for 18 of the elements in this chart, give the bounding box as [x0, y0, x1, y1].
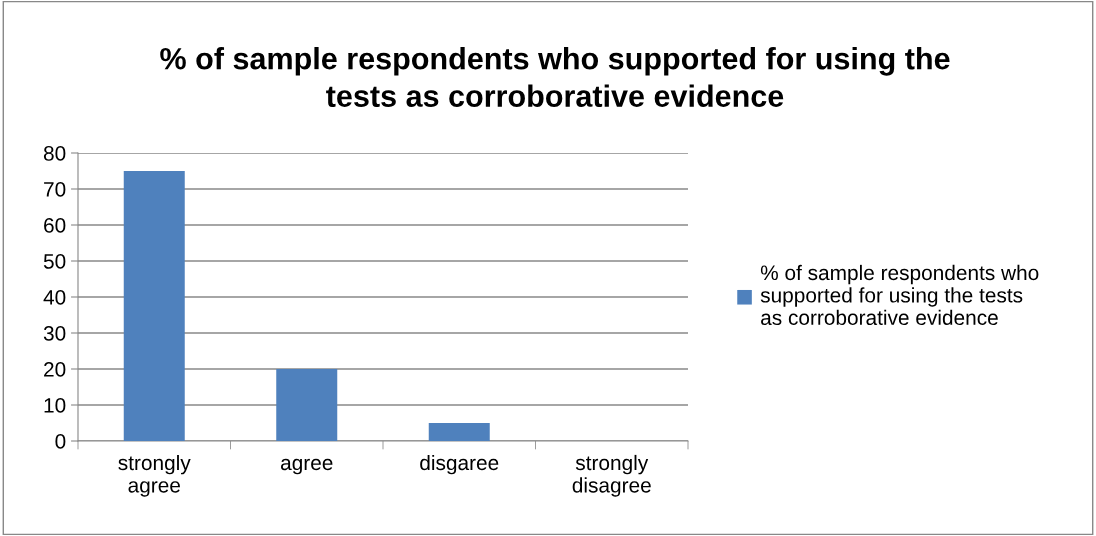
chart-title: % of sample respondents who supported for using the tests as corroborative evidence	[160, 47, 950, 107]
y-tick-label: 20	[44, 362, 66, 377]
bar	[276, 369, 338, 441]
legend-label: % of sample respondents who supported for using the tests as corroborative evidence	[760, 264, 1039, 326]
bar	[123, 171, 185, 441]
bar	[428, 423, 490, 441]
y-tick-label: 30	[43, 326, 66, 341]
x-tick-label: agree	[281, 458, 333, 475]
y-tick-label: 60	[44, 218, 66, 233]
y-tick-label: 40	[43, 290, 66, 305]
x-tick-label: strongly agree	[118, 454, 191, 497]
y-tick-label: 70	[44, 182, 66, 197]
x-tick-label: disgaree	[420, 454, 499, 475]
y-tick-label: 10	[44, 398, 66, 413]
x-tick-label: strongly disagree	[572, 454, 651, 497]
y-tick-label: 80	[43, 146, 66, 161]
y-tick-label: 50	[43, 254, 66, 269]
y-tick-label: 0	[55, 434, 66, 449]
